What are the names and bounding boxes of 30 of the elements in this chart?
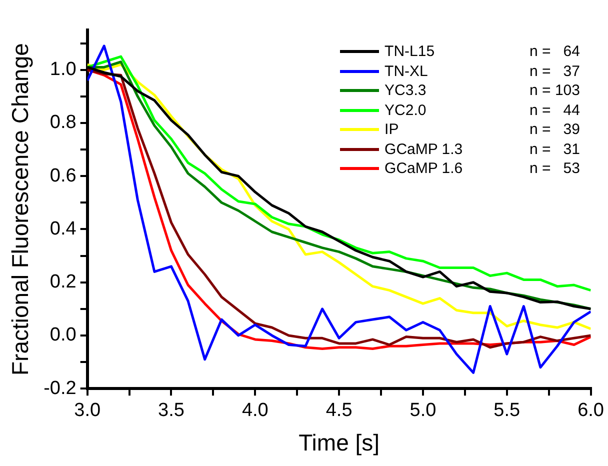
x-tick-label: 4.0 (242, 400, 268, 422)
x-tick-label: 4.5 (326, 400, 352, 422)
legend-label: YC2.0 (384, 100, 428, 120)
annotation: n = 53 (530, 159, 580, 178)
annotation: n = 37 (530, 62, 580, 81)
y-tick-label: 0.4 (50, 218, 77, 240)
x-axis-title: Time [s] (298, 430, 380, 456)
annotation: n = 31 (530, 140, 580, 159)
y-tick-label: 1.0 (50, 59, 76, 80)
legend-label: YC3.3 (384, 81, 428, 100)
y-tick-label: 0.0 (50, 324, 76, 346)
y-tick-label: 0.6 (50, 165, 76, 186)
y-tick-label: -0.2 (44, 378, 76, 399)
legend-label: GCaMP 1.6 (384, 159, 464, 178)
annotation: n = 103 (530, 81, 580, 100)
legend-label: TN-L15 (384, 42, 436, 62)
x-tick-label: 5.5 (494, 400, 520, 422)
x-tick-label: 5.0 (410, 400, 436, 422)
annotation: n = 64 (530, 42, 580, 62)
annotation: n = 44 (530, 100, 580, 120)
x-tick-label: 3.0 (74, 400, 101, 422)
y-axis-title: Fractional Fluorescence Change (7, 43, 34, 376)
y-tick-label: 0.2 (50, 272, 76, 293)
legend-label: GCaMP 1.3 (384, 140, 464, 159)
x-tick-label: 3.5 (158, 400, 184, 422)
annotation: n = 39 (530, 120, 580, 140)
x-tick-label: 6.0 (578, 400, 604, 422)
y-tick-label: 0.8 (50, 112, 76, 134)
legend-label: IP (384, 120, 400, 140)
legend-label: TN-XL (384, 62, 429, 81)
